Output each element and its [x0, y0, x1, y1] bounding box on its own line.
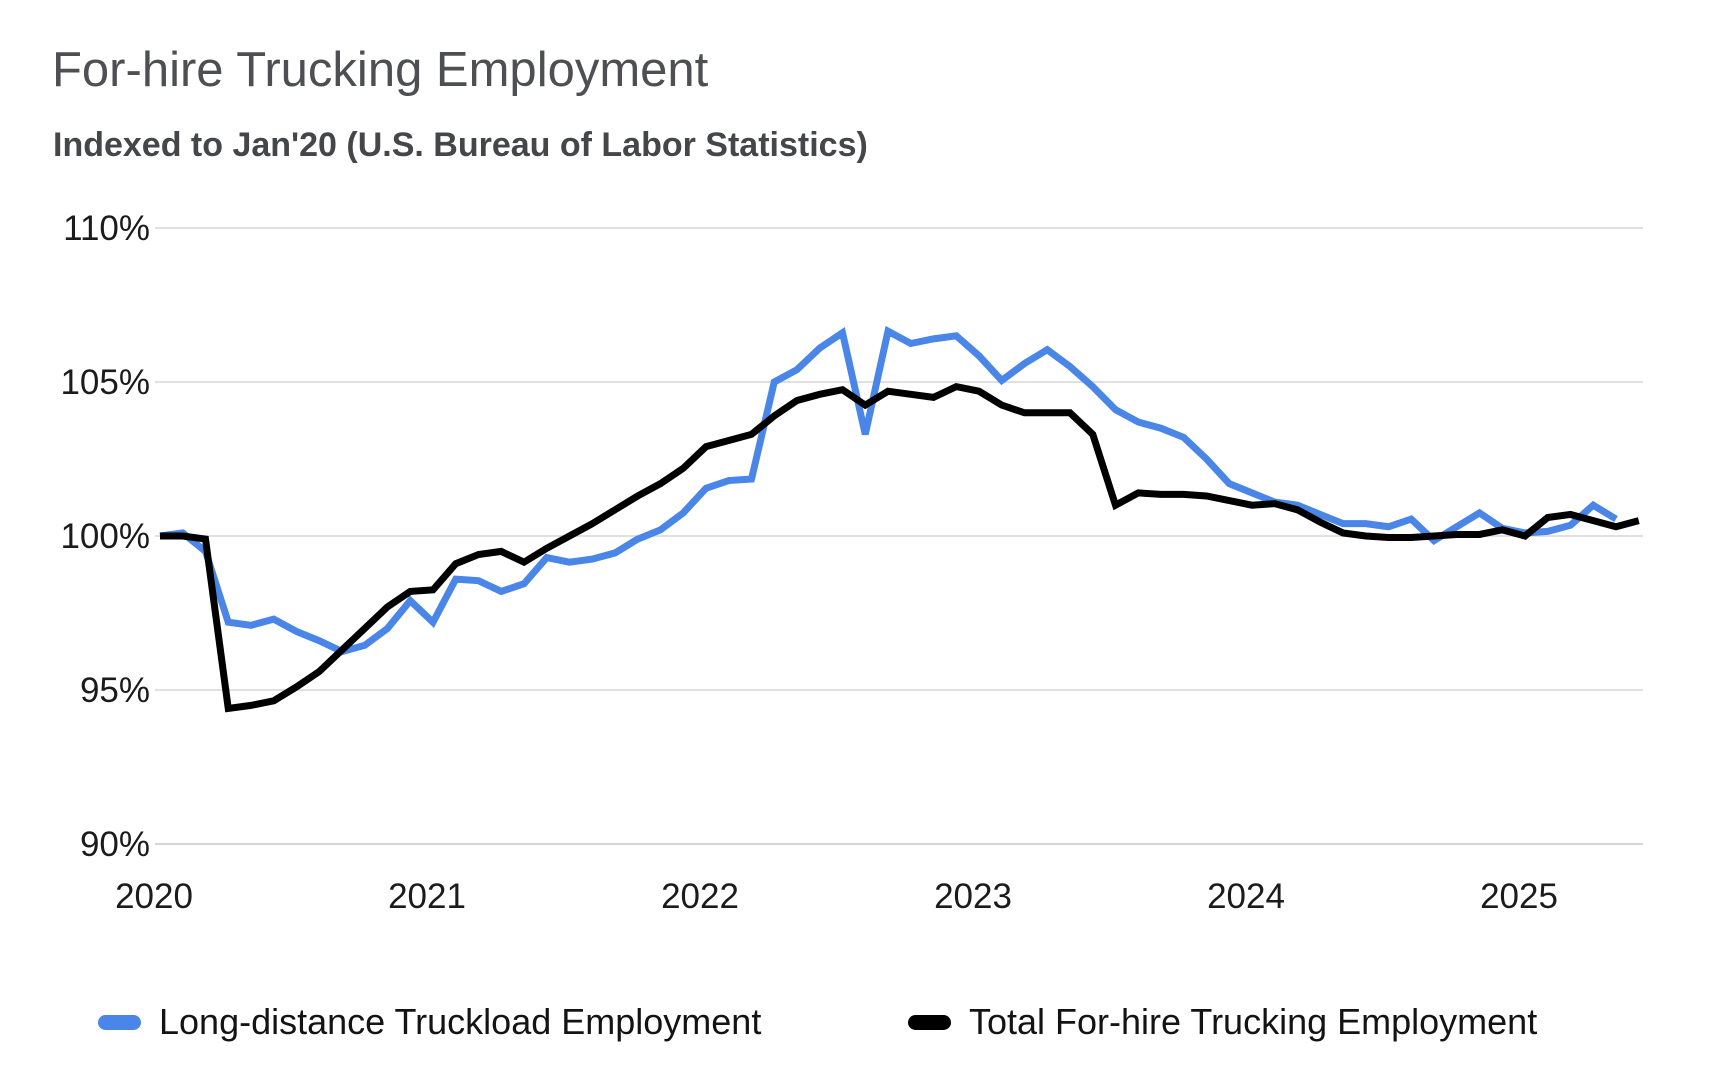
x-axis-tick-label-2022: 2022 — [661, 877, 739, 916]
legend: Long-distance Truckload Employment Total… — [0, 994, 1716, 1050]
series-line-total-for-hire[interactable] — [160, 382, 1640, 713]
chart-subtitle: Indexed to Jan'20 (U.S. Bureau of Labor … — [53, 126, 868, 164]
legend-item-long-distance-truckload[interactable]: Long-distance Truckload Employment — [98, 994, 761, 1050]
x-axis-tick-label-2021: 2021 — [388, 877, 466, 916]
x-axis-tick-label-2020: 2020 — [115, 877, 193, 916]
x-axis-tick-label-2025: 2025 — [1480, 877, 1558, 916]
series-line-long-distance-truckload[interactable] — [159, 325, 1618, 656]
y-axis-tick-label: 105% — [60, 363, 150, 402]
y-axis-tick-label: 100% — [60, 517, 150, 556]
y-axis-tick-label: 110% — [63, 209, 150, 248]
legend-swatch-blue-icon — [98, 1014, 141, 1030]
legend-label: Total For-hire Trucking Employment — [969, 1001, 1538, 1042]
legend-item-total-for-hire[interactable]: Total For-hire Trucking Employment — [908, 994, 1537, 1050]
y-axis-tick-label: 95% — [80, 671, 150, 710]
x-axis-tick-label-2023: 2023 — [934, 877, 1012, 916]
x-axis-tick-label-2024: 2024 — [1207, 877, 1285, 916]
y-axis-tick-label: 90% — [80, 825, 150, 864]
legend-label: Long-distance Truckload Employment — [159, 1001, 762, 1042]
legend-swatch-black-icon — [908, 1014, 951, 1030]
chart-title: For-hire Trucking Employment — [52, 43, 709, 97]
